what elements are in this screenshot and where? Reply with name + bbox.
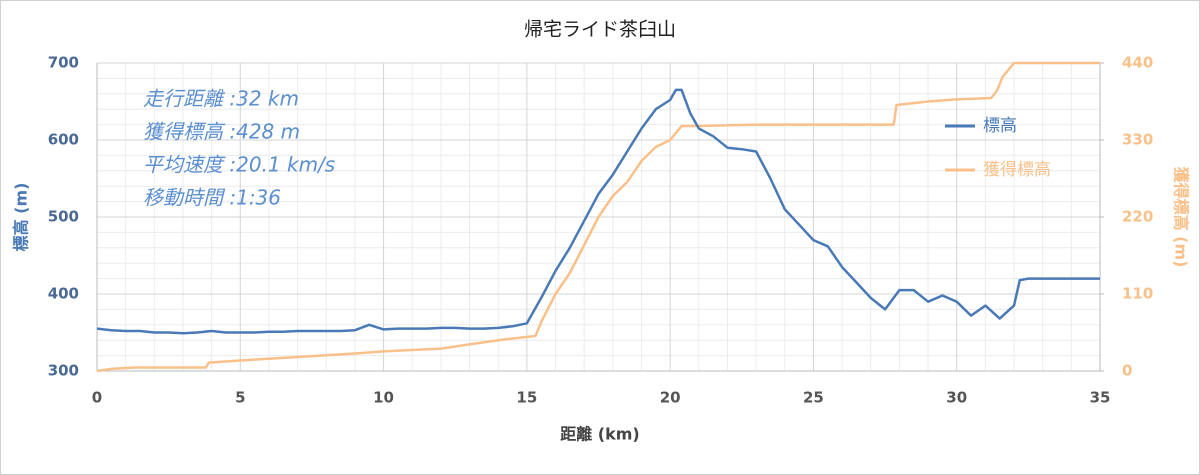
series-line [96, 61, 1100, 373]
y2-axis-label: 獲得標高 (m) [1172, 167, 1191, 268]
y-tick-label: 500 [48, 208, 79, 226]
y-axis-label: 標高 (m) [12, 183, 31, 252]
y2-tick-label: 220 [1122, 208, 1153, 226]
annotation: 走行距離 :32 km [143, 87, 299, 111]
series-line [96, 88, 1100, 335]
x-tick-label: 35 [1090, 389, 1111, 407]
x-tick-label: 30 [946, 389, 967, 407]
x-tick-label: 10 [373, 389, 394, 407]
chart-title: 帰宅ライド茶臼山 [524, 19, 676, 41]
y2-tick-label: 440 [1122, 54, 1153, 72]
legend-label: 標高 [983, 116, 1017, 136]
y2-tick-label: 110 [1122, 285, 1153, 303]
x-tick-label: 20 [660, 389, 681, 407]
x-tick-label: 15 [516, 389, 537, 407]
y2-tick-label: 330 [1122, 131, 1153, 149]
x-tick-label: 0 [92, 389, 102, 407]
y-tick-label: 300 [48, 362, 79, 380]
annotation: 平均速度 :20.1 km/s [143, 153, 335, 177]
y-tick-label: 600 [48, 131, 79, 149]
annotation: 移動時間 :1:36 [143, 186, 281, 210]
x-tick-label: 25 [803, 389, 824, 407]
y-tick-label: 700 [48, 54, 79, 72]
y-tick-label: 400 [48, 285, 79, 303]
annotation: 獲得標高 :428 m [143, 120, 300, 144]
y2-tick-label: 0 [1122, 362, 1132, 380]
legend-label: 獲得標高 [983, 160, 1051, 180]
x-tick-label: 5 [235, 389, 245, 407]
x-axis-label: 距離 (km) [560, 425, 640, 444]
